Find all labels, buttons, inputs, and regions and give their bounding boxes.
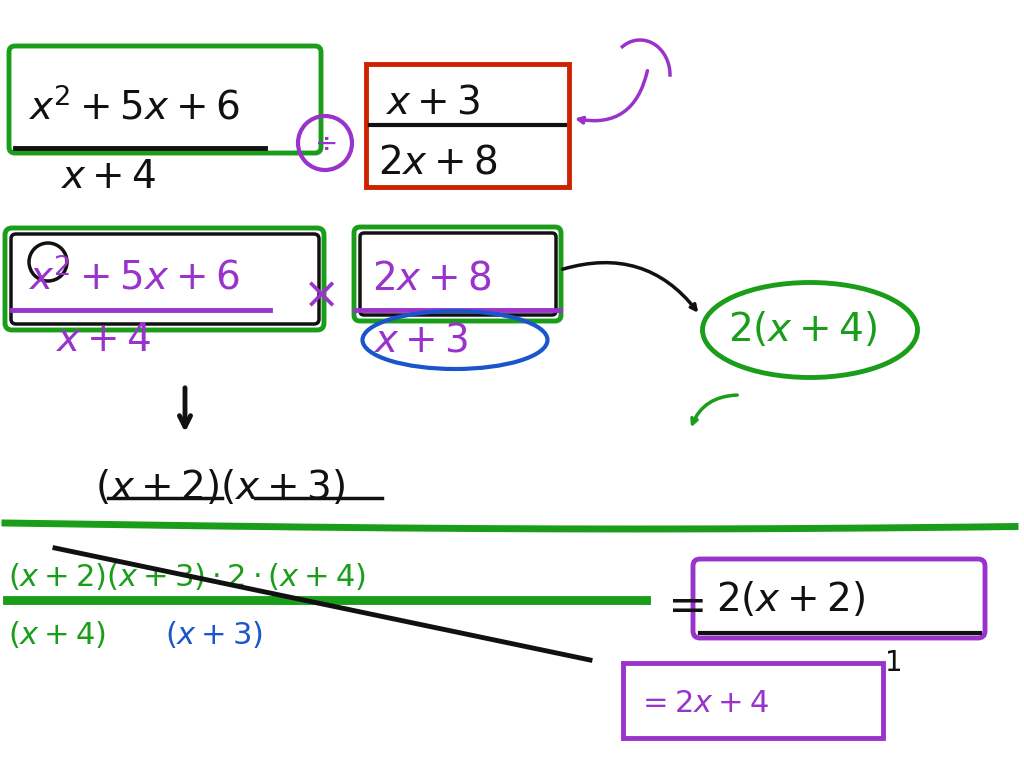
FancyBboxPatch shape	[9, 46, 321, 153]
Text: $(x+3)$: $(x+3)$	[165, 620, 263, 650]
FancyBboxPatch shape	[5, 228, 324, 330]
Text: $\div$: $\div$	[313, 129, 336, 157]
Text: $x+4$: $x+4$	[60, 158, 157, 196]
FancyBboxPatch shape	[693, 559, 985, 638]
Text: $x^2+5x+6$: $x^2+5x+6$	[28, 88, 240, 127]
Text: $\times$: $\times$	[302, 273, 335, 316]
Text: $1$: $1$	[884, 649, 901, 677]
Text: $x+3$: $x+3$	[373, 321, 468, 359]
Text: $(x+2)(x+3)\cdot2\cdot(x+4)$: $(x+2)(x+3)\cdot2\cdot(x+4)$	[8, 561, 366, 591]
Text: $(x+4)$: $(x+4)$	[8, 620, 106, 650]
FancyBboxPatch shape	[11, 234, 319, 324]
Text: $2(x+2)$: $2(x+2)$	[716, 581, 865, 620]
Text: $x^2+5x+6$: $x^2+5x+6$	[28, 258, 240, 298]
Text: $=$: $=$	[658, 582, 703, 627]
FancyBboxPatch shape	[354, 227, 561, 321]
FancyBboxPatch shape	[623, 663, 883, 738]
Text: $2(x+4)$: $2(x+4)$	[728, 310, 878, 349]
Text: $2x+8$: $2x+8$	[372, 259, 492, 297]
Text: $x+4$: $x+4$	[55, 321, 152, 359]
Text: $=2x+4$: $=2x+4$	[637, 688, 769, 717]
Text: $2x+8$: $2x+8$	[378, 143, 498, 181]
FancyBboxPatch shape	[360, 233, 556, 315]
FancyBboxPatch shape	[366, 64, 569, 187]
Text: $(x+2)(x+3)$: $(x+2)(x+3)$	[95, 468, 345, 508]
Text: $x+3$: $x+3$	[385, 84, 480, 122]
